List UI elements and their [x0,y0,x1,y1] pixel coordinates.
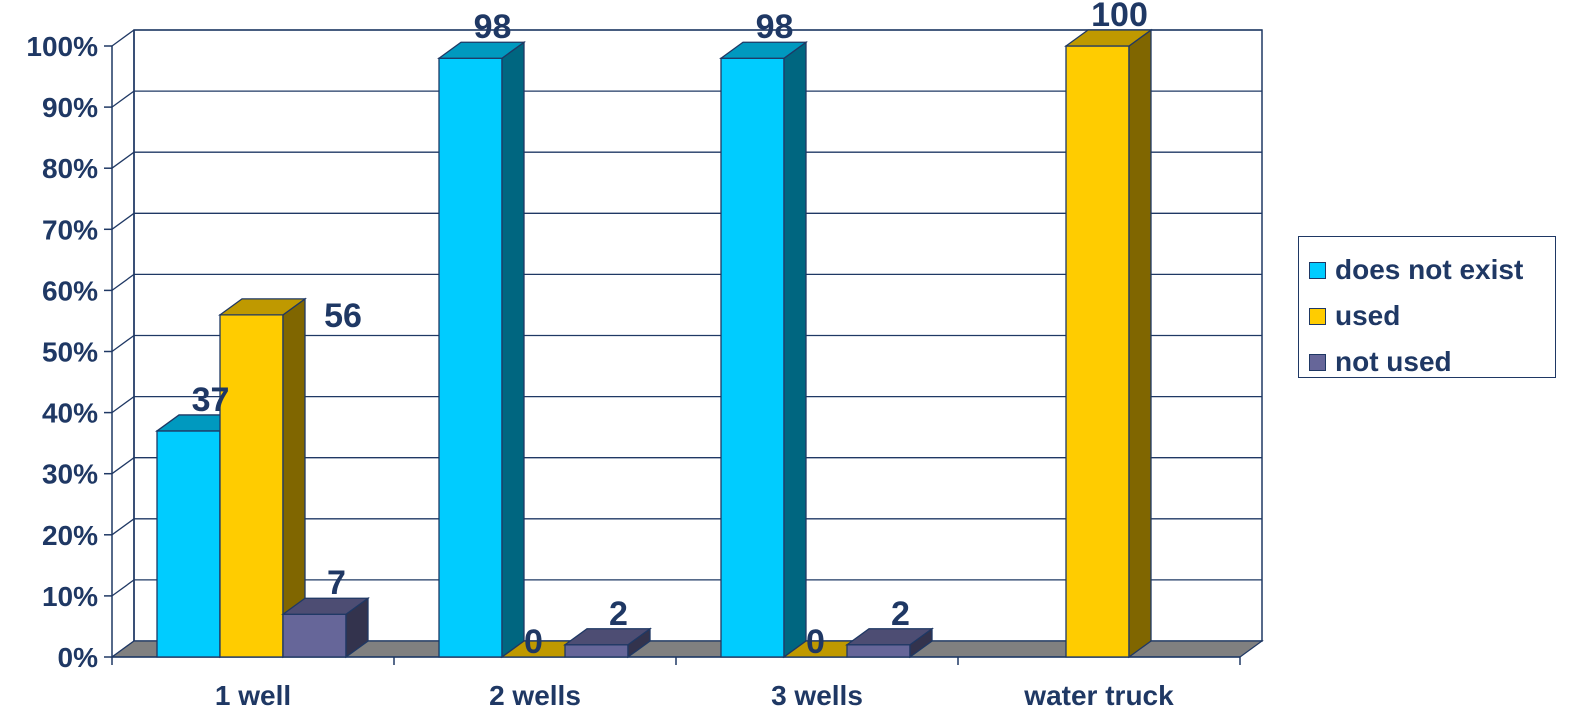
bar-side-face [783,40,807,659]
bar-front-face [219,314,284,658]
bar [437,40,526,659]
bar-side-face [1128,28,1152,659]
legend-item: used [1309,293,1555,339]
wall-connector [111,396,135,414]
wall-connector [111,29,135,47]
data-label: 0 [524,623,543,661]
y-tick-label: 100% [26,31,98,62]
data-label: 2 [609,595,628,633]
y-tick-label: 50% [42,337,98,368]
wall-connector [111,334,135,353]
legend-label: used [1335,300,1401,331]
data-label: 98 [756,8,794,46]
bar-top-face [563,628,652,646]
legend-item: not used [1309,339,1555,385]
bar-front-face [720,57,785,658]
wall-connector [111,273,135,291]
data-label: 98 [474,8,512,46]
legend-item: does not exist [1309,247,1555,293]
x-category-label: water truck [1023,680,1174,711]
bar-top-face [437,41,526,59]
y-tick-label: 30% [42,459,98,490]
data-label: 2 [891,595,910,633]
legend-swatch [1309,261,1326,279]
data-label: 0 [806,623,825,661]
x-category-label: 3 wells [771,680,863,711]
bar [281,596,370,659]
bar-front-face [1065,45,1130,658]
wall-connector [111,212,135,230]
wall-connector [111,579,135,597]
bar-top-face [218,298,307,316]
bar-front-face [564,644,629,658]
legend-swatch [1309,307,1326,325]
y-tick-label: 90% [42,92,98,123]
bar-top-face [719,41,808,59]
wall-connector [111,151,135,169]
y-tick-label: 20% [42,520,98,551]
y-tick-label: 40% [42,398,98,429]
bar-front-face [156,430,221,658]
data-label: 7 [327,564,346,602]
wall-connector [111,90,135,108]
bar-top-face [281,597,370,615]
x-category-label: 1 well [215,680,291,711]
legend-label: does not exist [1335,254,1524,285]
bar-top-face [845,628,934,646]
bar [719,40,808,659]
data-label: 100 [1091,0,1148,34]
legend-swatch [1309,353,1326,371]
bar-top-face [1064,29,1153,47]
bar [845,627,934,659]
bar [563,627,652,659]
wall-connector [111,518,135,536]
bar [218,297,307,659]
y-tick-label: 10% [42,581,98,612]
data-label: 37 [192,381,230,419]
bar-side-face [501,40,525,659]
legend: does not exist used not used [1298,236,1556,378]
y-tick-label: 60% [42,275,98,306]
y-tick-label: 70% [42,214,98,245]
bar [1064,28,1153,659]
bar-front-face [438,57,503,658]
y-tick-label: 0% [58,642,99,673]
x-category-label: 2 wells [489,680,581,711]
bar-front-face [282,613,347,658]
data-label: 56 [324,297,362,335]
y-tick-label: 80% [42,153,98,184]
legend-label: not used [1335,346,1452,377]
bar-front-face [846,644,911,658]
wall-connector [111,457,135,475]
